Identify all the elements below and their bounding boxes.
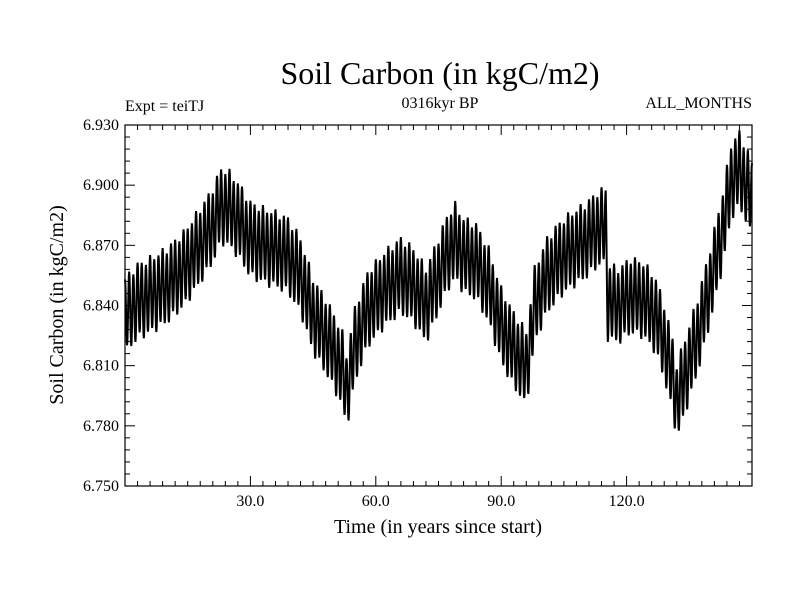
experiment-label: Expt = teiTJ xyxy=(125,98,204,115)
y-tick-label: 6.750 xyxy=(83,478,119,495)
x-tick-label: 30.0 xyxy=(236,493,264,510)
y-axis-ticks: 6.750 6.780 6.810 6.840 6.870 6.900 6.930 xyxy=(83,117,752,495)
chart-subtitle: 0316kyr BP xyxy=(402,95,479,112)
months-label: ALL_MONTHS xyxy=(645,95,752,112)
x-tick-label: 60.0 xyxy=(362,493,390,510)
x-tick-label: 120.0 xyxy=(609,493,645,510)
y-tick-label: 6.900 xyxy=(83,177,119,194)
soil-carbon-series-line xyxy=(124,130,753,431)
y-axis-label: Soil Carbon (in kgC/m2) xyxy=(46,205,68,404)
y-tick-label: 6.840 xyxy=(83,298,119,315)
chart-title: Soil Carbon (in kgC/m2) xyxy=(280,55,599,91)
y-tick-label: 6.810 xyxy=(83,358,119,375)
y-tick-label: 6.870 xyxy=(83,237,119,254)
plot-frame xyxy=(124,124,753,487)
x-axis-label: Time (in years since start) xyxy=(334,516,542,538)
x-tick-label: 90.0 xyxy=(487,493,515,510)
y-tick-label: 6.780 xyxy=(83,418,119,435)
y-tick-label: 6.930 xyxy=(83,117,119,134)
x-axis-ticks: 30.0 60.0 90.0 120.0 xyxy=(137,125,740,510)
